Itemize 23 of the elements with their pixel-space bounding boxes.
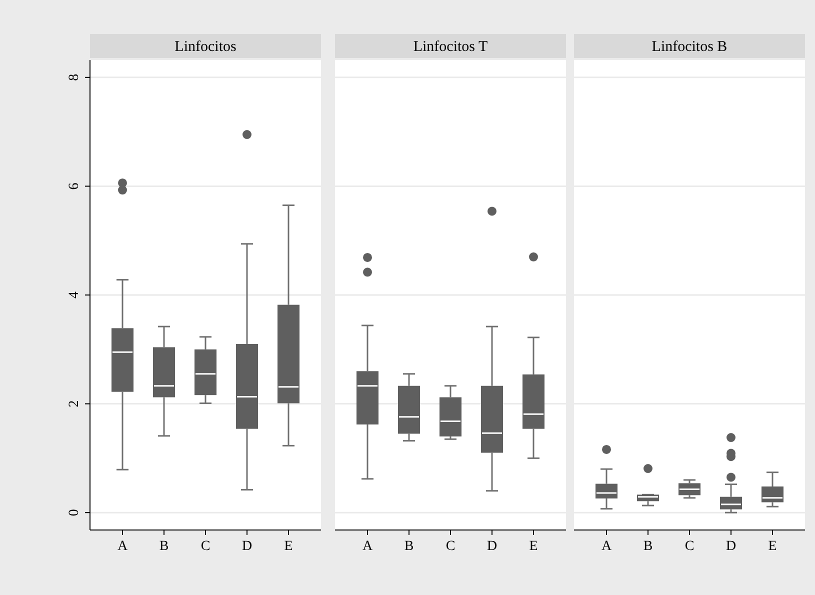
x-tick-label: D — [726, 539, 736, 554]
y-tick-label: 0 — [67, 509, 82, 516]
x-tick-label: B — [643, 539, 653, 554]
x-tick-label: A — [117, 539, 128, 554]
x-tick-label: B — [404, 539, 414, 554]
y-tick-label: 4 — [67, 292, 82, 298]
chart-title: Linfocitos T — [413, 39, 488, 55]
x-tick-label: C — [684, 539, 694, 554]
chart-title: Linfocitos B — [652, 39, 728, 55]
x-tick-label: B — [159, 539, 169, 554]
x-tick-label: D — [242, 539, 252, 554]
y-tick-label: 6 — [67, 182, 82, 190]
x-tick-label: A — [601, 539, 612, 554]
x-tick-label: C — [446, 539, 456, 554]
x-tick-label: A — [362, 539, 374, 554]
x-tick-label: D — [486, 539, 498, 554]
x-tick-label: E — [768, 539, 777, 554]
x-tick-label: E — [529, 539, 538, 554]
y-tick-label: 2 — [67, 400, 82, 408]
chart-title: Linfocitos — [174, 39, 236, 55]
x-tick-label: E — [284, 539, 293, 554]
x-tick-label: C — [200, 539, 210, 554]
y-tick-label: 8 — [67, 74, 82, 81]
